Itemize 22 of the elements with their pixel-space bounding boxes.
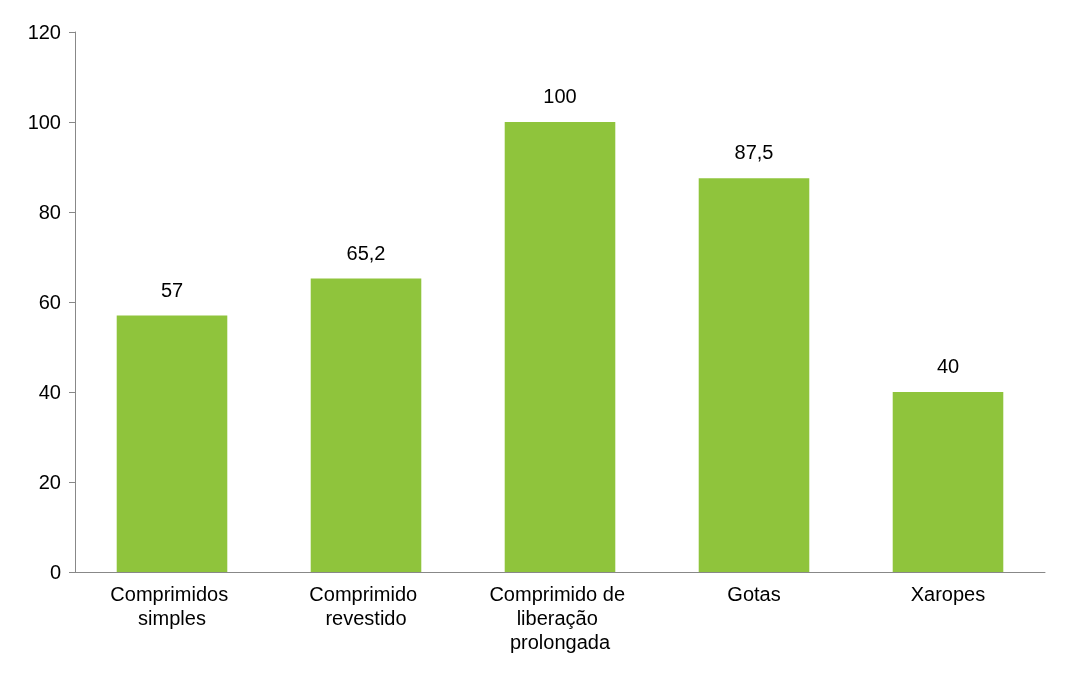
y-tick-label: 20 (38, 471, 61, 493)
x-tick-label: Comprimido revestido (309, 583, 423, 629)
data-label: 57 (160, 278, 184, 301)
data-label: 65,2 (346, 241, 386, 264)
bar (116, 315, 228, 572)
y-tick-label: 40 (38, 381, 61, 403)
x-tick-label: Comprimidos simples (110, 583, 234, 629)
data-label: 87,5 (734, 141, 774, 164)
x-tick-label: Xaropes (910, 583, 986, 605)
data-label: 100 (543, 85, 577, 107)
x-tick-label: Gotas (727, 583, 781, 605)
bar (892, 392, 1004, 572)
data-label: 40 (936, 355, 960, 377)
y-tick-label: 100 (27, 111, 61, 133)
bar (310, 278, 422, 572)
y-tick-label: 80 (38, 201, 61, 223)
x-tick-label: Comprimido de liberação prolongada (489, 583, 631, 653)
bar (504, 122, 616, 572)
bar (698, 178, 810, 572)
y-tick-label: 120 (27, 21, 61, 43)
y-tick-label: 60 (38, 291, 61, 313)
y-tick-label: 0 (49, 561, 61, 583)
